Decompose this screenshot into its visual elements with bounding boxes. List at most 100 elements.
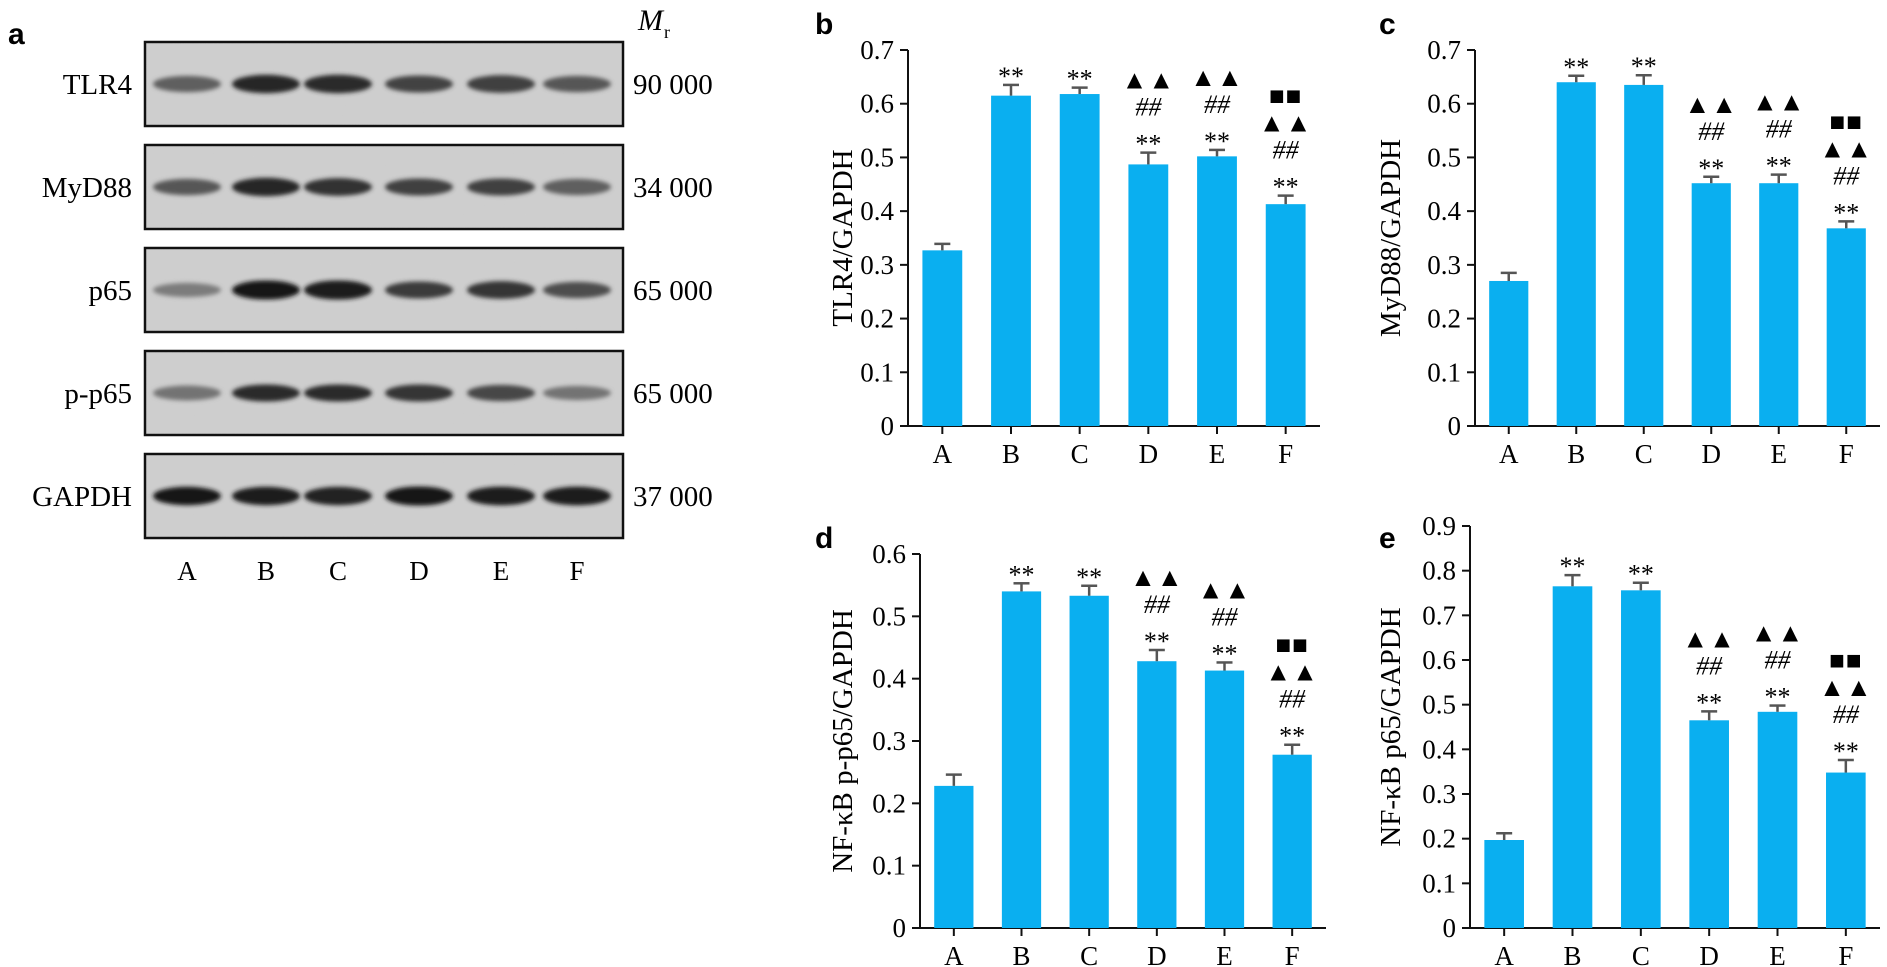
y-tick-label: 0.9 — [1422, 511, 1456, 541]
blot-myd88: MyD88 34 000 — [42, 143, 713, 231]
significance-mark: ** — [1563, 53, 1589, 82]
y-tick-label: 0.4 — [860, 196, 894, 226]
x-tick-label: F — [1278, 439, 1293, 469]
significance-mark: ** — [1067, 65, 1093, 94]
molecular-weight: 90 000 — [633, 69, 713, 101]
x-tick-label: F — [1839, 439, 1854, 469]
significance-mark: ** — [1765, 683, 1791, 712]
significance-mark: ▲▲ — [1685, 90, 1738, 119]
significance-mark: ** — [1698, 154, 1724, 183]
band — [153, 486, 221, 506]
bar-c — [1069, 595, 1109, 928]
significance-mark: ■■ — [1275, 631, 1308, 660]
blot-texture — [146, 249, 622, 331]
y-tick-label: 0.3 — [872, 726, 906, 756]
blot-texture — [146, 455, 622, 537]
band — [543, 281, 611, 299]
band — [232, 280, 300, 300]
x-tick-label: B — [1567, 439, 1585, 469]
lane-label: B — [257, 556, 275, 586]
significance-mark: ## — [1135, 93, 1162, 122]
lane-label: E — [493, 556, 510, 586]
significance-mark: ** — [1631, 52, 1657, 81]
y-axis-label: TLR4/GAPDH — [827, 149, 859, 326]
bar-e — [1197, 156, 1237, 426]
significance-mark: ■■ — [1830, 107, 1863, 136]
significance-mark: ## — [1833, 700, 1860, 729]
blot-texture — [146, 43, 622, 125]
molecular-weight: 65 000 — [633, 275, 713, 307]
panel-a-letter: a — [8, 18, 25, 51]
band — [543, 486, 611, 506]
bar-d — [1128, 164, 1169, 426]
bar-c — [1624, 84, 1664, 427]
x-tick-label: A — [1494, 941, 1514, 967]
significance-mark: ## — [1766, 115, 1793, 144]
blot-label: TLR4 — [63, 69, 133, 101]
x-tick-label: D — [1147, 941, 1167, 967]
y-axis-label: NF-κB p-p65/GAPDH — [827, 609, 859, 873]
x-tick-label: B — [1563, 941, 1581, 967]
y-tick-label: 0.2 — [872, 788, 906, 818]
bar-f — [1265, 204, 1306, 426]
significance-mark: ## — [1833, 161, 1860, 190]
y-tick-label: 0.6 — [872, 539, 906, 569]
y-tick-label: 0.4 — [1422, 734, 1456, 764]
bar-d — [1691, 183, 1731, 426]
x-tick-label: B — [1012, 941, 1030, 967]
significance-mark: ** — [1560, 552, 1586, 581]
y-tick-label: 0 — [893, 913, 907, 943]
significance-mark: ▲▲ — [1198, 575, 1251, 604]
bar-c — [1059, 94, 1100, 426]
significance-mark: ** — [1273, 173, 1299, 202]
mr-label: M — [637, 4, 665, 37]
band — [153, 282, 221, 298]
band — [304, 74, 372, 94]
significance-mark: ** — [1204, 127, 1230, 156]
band — [153, 385, 221, 401]
y-tick-label: 0 — [881, 411, 895, 441]
y-tick-label: 0.7 — [860, 35, 894, 65]
panel-letter: d — [815, 522, 833, 555]
band — [543, 75, 611, 93]
significance-mark: ▲▲ — [1682, 624, 1735, 653]
x-tick-label: B — [1002, 439, 1020, 469]
y-tick-label: 0.6 — [860, 89, 894, 119]
x-tick-label: F — [1285, 941, 1300, 967]
significance-mark: ** — [1009, 560, 1035, 589]
panel-letter: e — [1379, 522, 1396, 555]
blot-p65: p65 65 000 — [89, 246, 713, 334]
molecular-weight: 65 000 — [633, 378, 713, 410]
molecular-weight: 34 000 — [633, 172, 713, 204]
blot-gapdh: GAPDH 37 000 — [32, 452, 713, 540]
blot-label: GAPDH — [32, 481, 132, 513]
lane-label: C — [329, 556, 347, 586]
significance-mark: ## — [1212, 602, 1239, 631]
bar-a — [934, 785, 974, 928]
x-tick-label: C — [1635, 439, 1653, 469]
band — [304, 178, 372, 196]
x-tick-label: E — [1209, 439, 1226, 469]
significance-mark: ## — [1273, 136, 1300, 165]
significance-mark: ## — [1204, 90, 1231, 119]
significance-mark: ▲▲ — [1751, 619, 1804, 648]
significance-mark: ** — [1628, 560, 1654, 589]
chart-b-tlr4: b 0 0.1 0.2 0.3 0.4 0.5 0.6 0.7 TLR4/GAPDH A B ** C **… — [815, 8, 1320, 469]
chart-e-p65: e 0 0.1 0.2 0.3 0.4 0.5 0.6 0.7 0.8 0.9 NF-κB p65/G… — [1375, 511, 1880, 967]
bar-a — [922, 250, 963, 426]
band — [385, 281, 453, 299]
y-tick-label: 0.5 — [1422, 690, 1456, 720]
y-tick-label: 0.2 — [1427, 304, 1461, 334]
bar-b — [1001, 591, 1042, 928]
significance-mark: ## — [1765, 646, 1792, 675]
lane-label: A — [177, 556, 197, 586]
panel-letter: c — [1379, 8, 1396, 41]
y-tick-label: 0.1 — [1422, 868, 1456, 898]
significance-mark: ## — [1144, 590, 1171, 619]
band — [232, 177, 300, 197]
bar-b — [991, 95, 1031, 427]
y-tick-label: 0 — [1443, 913, 1457, 943]
significance-mark: ▲▲ — [1265, 658, 1318, 687]
x-tick-label: E — [1769, 941, 1786, 967]
